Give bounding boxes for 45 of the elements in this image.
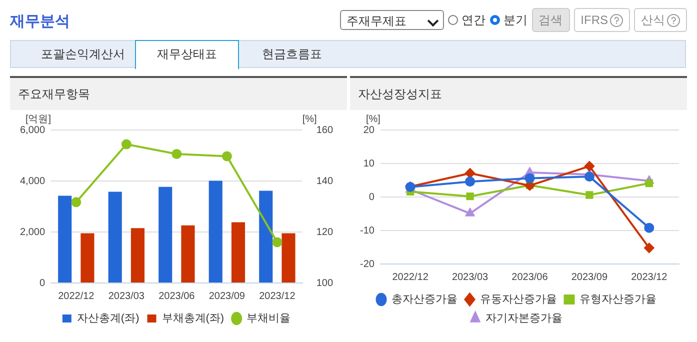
y-tick-label: 4,000 bbox=[20, 176, 46, 187]
y-tick-label: 0 bbox=[368, 192, 375, 203]
y-tick-label: 0 bbox=[39, 278, 46, 289]
legend-label: 부채비율 bbox=[246, 312, 291, 325]
legend-label: 유형자산증가율 bbox=[579, 294, 656, 306]
text: 현금흐름표 bbox=[261, 46, 323, 63]
y-tick-label: 6,000 bbox=[20, 124, 46, 136]
x-tick-label: 2023/12 bbox=[631, 272, 668, 283]
chart-title: 자산성장성지표 bbox=[350, 78, 687, 110]
y2-axis-title: [%] bbox=[302, 114, 317, 125]
text: 재무분석 bbox=[10, 12, 70, 31]
y-tick-label: 2,000 bbox=[20, 226, 46, 238]
y-tick-label: 20 bbox=[363, 124, 375, 136]
x-tick-label: 2023/12 bbox=[259, 290, 296, 302]
legend-label: 자기자본증가율 bbox=[485, 312, 562, 325]
text: 산식 bbox=[641, 12, 665, 29]
text: 재무상태표 bbox=[135, 40, 239, 69]
text: 주재무제표 bbox=[340, 10, 444, 30]
y-tick-label: -20 bbox=[360, 258, 375, 270]
y-axis-title: [%] bbox=[366, 114, 381, 125]
y-axis-title: [억원] bbox=[25, 114, 52, 125]
y2-tick-label: 140 bbox=[316, 176, 334, 187]
x-tick-label: 2023/06 bbox=[158, 290, 196, 302]
text: IFRS bbox=[580, 12, 608, 29]
chart-title: 주요재무항목 bbox=[10, 78, 347, 110]
text: 검색 bbox=[532, 8, 570, 32]
x-tick-label: 2023/03 bbox=[108, 290, 145, 302]
x-tick-label: 2023/03 bbox=[452, 272, 489, 283]
y-tick-label: 10 bbox=[363, 158, 375, 170]
legend-label: 유동자산증가율 bbox=[480, 294, 557, 306]
text: 연간 bbox=[462, 12, 486, 28]
legend-label: 자산총계(좌) bbox=[76, 312, 140, 325]
x-tick-label: 2023/09 bbox=[208, 290, 246, 302]
x-tick-label: 2023/06 bbox=[512, 272, 548, 283]
text: 포괄손익계산서 bbox=[40, 46, 126, 63]
x-tick-label: 2023/09 bbox=[571, 272, 608, 283]
y2-tick-label: 100 bbox=[316, 278, 334, 289]
x-tick-label: 2022/12 bbox=[58, 290, 95, 302]
y2-tick-label: 120 bbox=[316, 226, 334, 238]
y-tick-label: -10 bbox=[360, 225, 375, 236]
text: 분기 bbox=[504, 12, 528, 28]
y2-tick-label: 160 bbox=[316, 124, 334, 136]
x-tick-label: 2022/12 bbox=[392, 272, 429, 283]
legend-label: 부채총계(좌) bbox=[162, 312, 224, 325]
legend-label: 총자산증가율 bbox=[391, 294, 458, 306]
